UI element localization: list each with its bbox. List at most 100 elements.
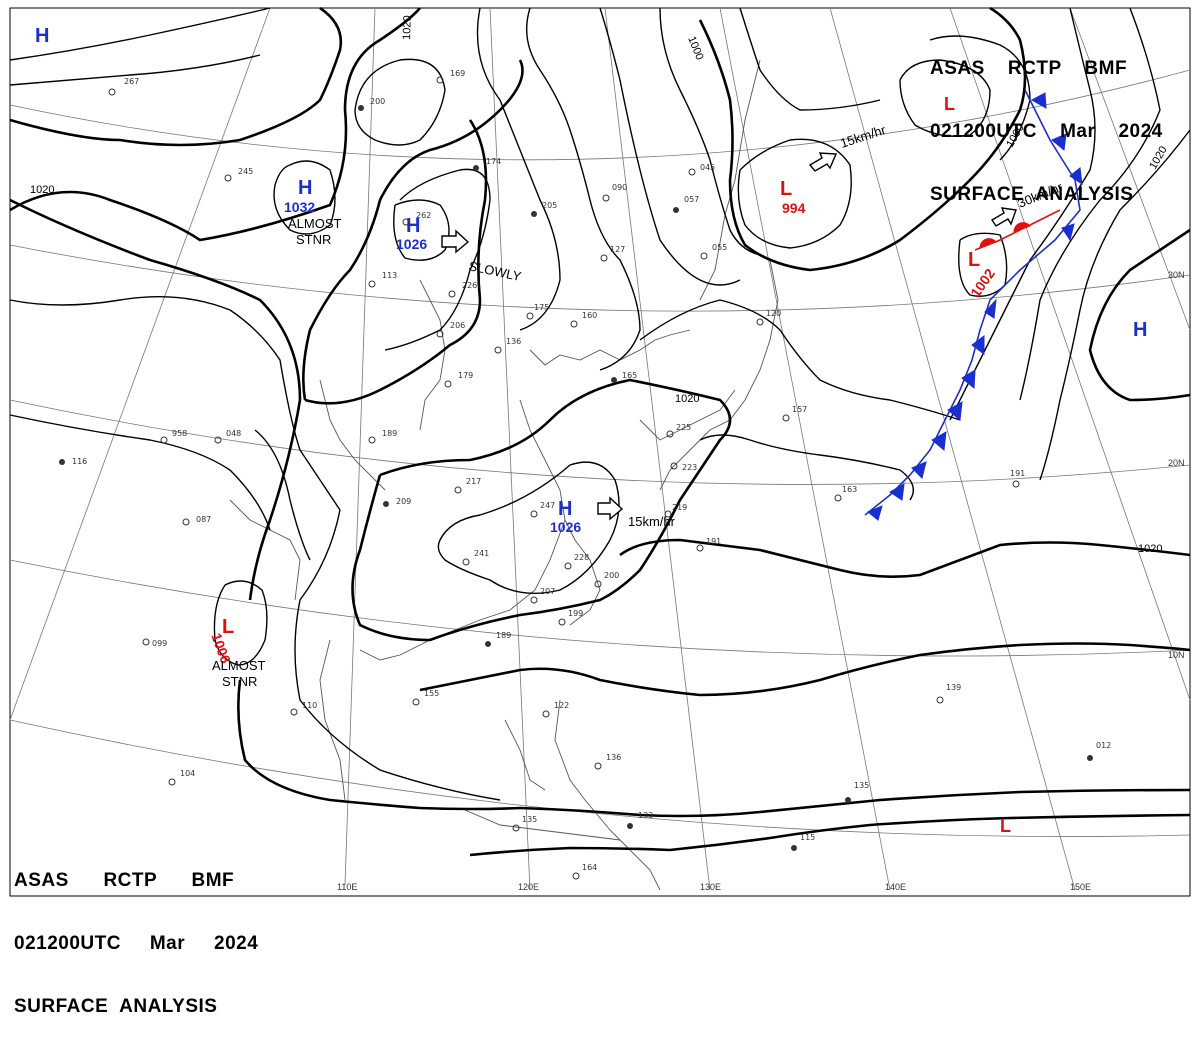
svg-text:245: 245 [238,167,253,176]
svg-text:157: 157 [792,405,807,414]
svg-text:228: 228 [574,553,589,562]
isobar-label: 1020 [30,184,54,196]
longitude-labels: 110E 120E 130E 140E 150E [337,882,1091,892]
station-plot: 174 [473,157,501,171]
station-plot: 209 [383,497,411,507]
svg-text:223: 223 [682,463,697,472]
station-plot: 122 [542,701,569,718]
svg-text:958: 958 [172,429,187,438]
station-plot: 191 [696,537,721,552]
svg-text:113: 113 [382,271,397,280]
header-bottom-line-2: 021200UTC Mar 2024 [14,933,259,954]
station-plot: 189 [368,429,397,444]
header-bottom: ASAS RCTP BMF 021200UTC Mar 2024 SURFACE… [14,828,258,1038]
svg-text:179: 179 [458,371,473,380]
isobars [9,6,1191,857]
svg-text:087: 087 [196,515,211,524]
svg-text:189: 189 [382,429,397,438]
svg-text:205: 205 [542,201,557,210]
low-center-letter: L [944,94,955,114]
high-center-value: 1026 [396,236,427,252]
lat-label: 10N [1168,650,1185,660]
lon-label: 130E [700,882,721,892]
station-plot: 245 [224,167,253,182]
header-top-line-2: 021200UTC Mar 2024 [930,121,1163,142]
high-center-letter: H [298,177,312,199]
svg-text:057: 057 [684,195,699,204]
svg-text:163: 163 [842,485,857,494]
high-center-value: 1032 [284,199,315,215]
lat-label: 20N [1168,458,1185,468]
almost-stnr-line-1: ALMOST [212,658,266,673]
svg-text:136: 136 [606,753,621,762]
svg-text:199: 199 [568,609,583,618]
movement-arrow-icon [991,207,1017,227]
low-center-letter: L [780,178,792,200]
lat-label: 30N [1168,270,1185,280]
station-plot: 219 [664,503,687,518]
movement-arrows [441,152,1017,521]
station-plot: 087 [182,515,211,526]
svg-text:122: 122 [554,701,569,710]
svg-text:012: 012 [1096,741,1111,750]
low-center-letter: L [968,249,980,271]
station-plot: 135 [512,815,537,832]
station-plot: 048 [214,429,241,444]
high-center-value: 1026 [550,519,581,535]
station-plot: 262 [402,211,431,226]
svg-text:139: 139 [946,683,961,692]
station-plot: 175 [526,303,549,320]
station-plot: 115 [791,833,815,851]
station-plot: 120 [756,309,781,326]
coastlines [229,59,779,891]
station-plot: 225 [666,423,691,438]
svg-text:175: 175 [534,303,549,312]
svg-text:116: 116 [72,457,87,466]
svg-text:090: 090 [612,183,627,192]
svg-text:136: 136 [506,337,521,346]
movement-arrow-icon [441,229,470,254]
station-plot: 012 [1087,741,1111,761]
station-plot: 247 [530,501,555,518]
svg-text:219: 219 [672,503,687,512]
svg-text:226: 226 [462,281,477,290]
svg-text:200: 200 [604,571,619,580]
station-plot: 110 [290,701,317,716]
svg-text:209: 209 [396,497,411,506]
header-bottom-line-3: SURFACE ANALYSIS [14,996,218,1017]
station-plot: 139 [936,683,961,704]
station-plot: 113 [368,271,397,288]
station-plot: 133 [627,811,653,829]
station-plot: 205 [531,201,557,217]
svg-text:191: 191 [1010,469,1025,478]
high-center-letter: H [406,215,420,237]
station-plot: 206 [436,321,465,338]
svg-text:048: 048 [226,429,241,438]
station-plot: 099 [142,638,167,648]
svg-text:110: 110 [302,701,317,710]
station-plot: 189 [485,631,511,647]
svg-text:207: 207 [540,587,555,596]
station-plot: 191 [1010,469,1025,488]
station-plot: 127 [600,245,625,262]
high-center-letter: H [1133,319,1147,341]
svg-text:155: 155 [424,689,439,698]
station-plot: 160 [570,311,597,328]
svg-text:164: 164 [582,863,597,872]
station-plot: 090 [602,183,627,202]
svg-text:241: 241 [474,549,489,558]
header-bottom-line-1: ASAS RCTP BMF [14,870,235,891]
isobar-label: 1020 [401,15,414,40]
station-plot: 267 [108,77,139,96]
warm-front [974,209,1061,251]
station-plot: 200 [594,571,619,588]
station-plot: 165 [611,371,637,383]
svg-text:127: 127 [610,245,625,254]
svg-text:189: 189 [496,631,511,640]
svg-text:225: 225 [676,423,691,432]
lon-label: 150E [1070,882,1091,892]
svg-text:217: 217 [466,477,481,486]
svg-text:267: 267 [124,77,139,86]
station-plot: 155 [412,689,439,706]
weather-map: 1020 1000 1020 1000 1020 1020 1020 30N 2… [9,6,1191,897]
